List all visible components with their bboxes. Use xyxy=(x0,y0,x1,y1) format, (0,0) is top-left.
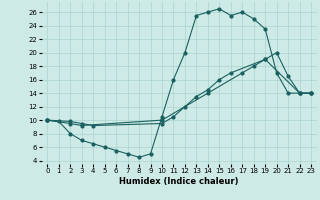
X-axis label: Humidex (Indice chaleur): Humidex (Indice chaleur) xyxy=(119,177,239,186)
